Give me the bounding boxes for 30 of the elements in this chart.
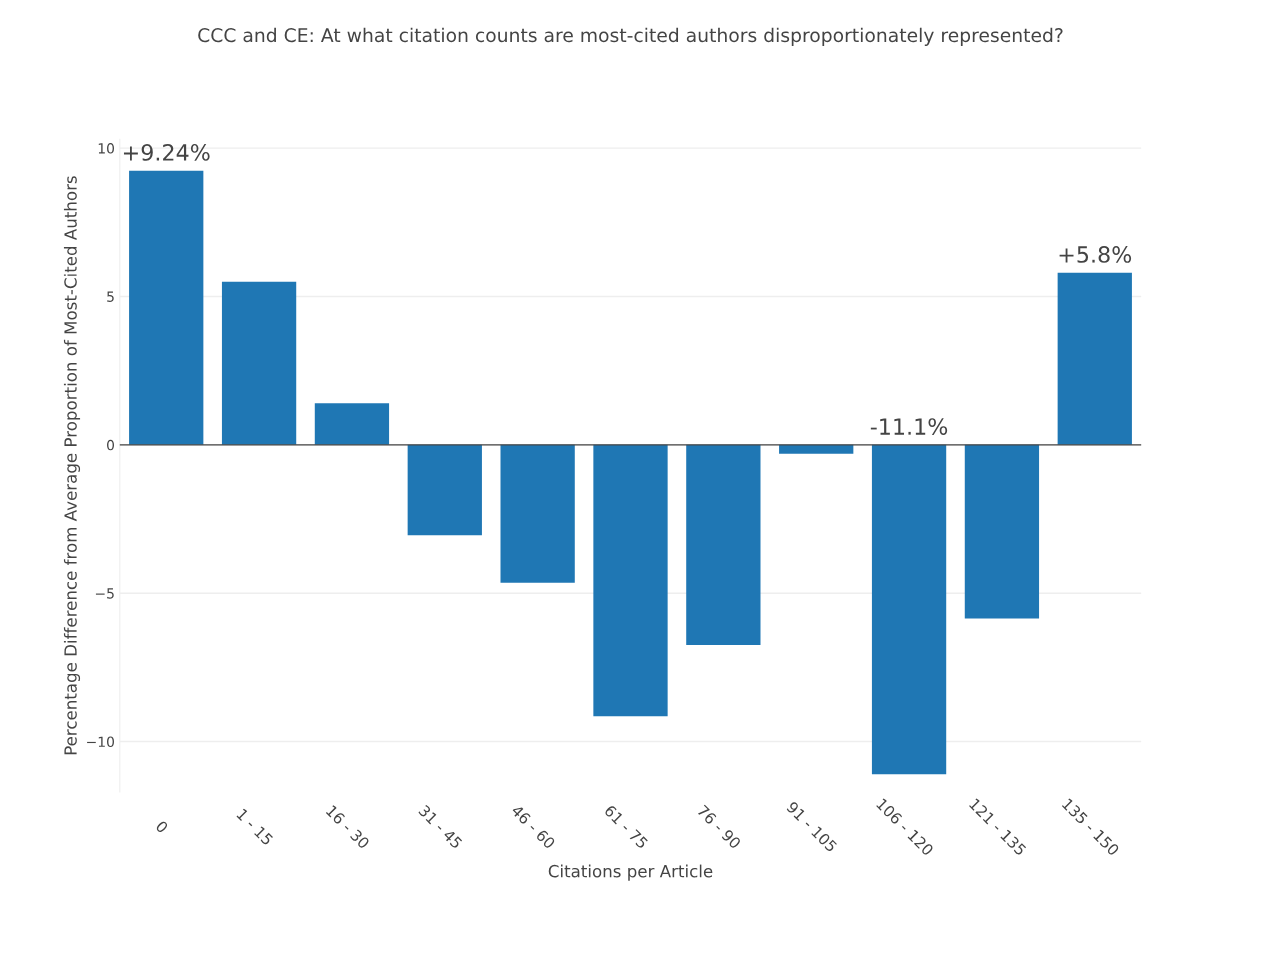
bar xyxy=(314,403,390,445)
x-tick-label: 135 - 150 xyxy=(1061,797,1120,857)
bar xyxy=(593,444,668,717)
bar xyxy=(1057,272,1132,445)
bar xyxy=(686,444,761,646)
x-tick-label: 76 - 90 xyxy=(696,804,742,850)
bar xyxy=(964,444,1040,619)
x-tick-label: 31 - 45 xyxy=(418,804,463,850)
x-tick-label: 61 - 75 xyxy=(603,804,649,850)
bar xyxy=(871,444,947,775)
chart-title: CCC and CE: At what citation counts are most-cited authors disproportionately represented? xyxy=(198,27,1063,46)
data-label: +5.8% xyxy=(1059,246,1132,263)
x-tick-label: 0 xyxy=(155,820,169,834)
bar xyxy=(407,444,482,536)
bar xyxy=(221,281,297,445)
y-tick-label: 10 xyxy=(98,143,115,154)
x-axis-title: Citations per Article xyxy=(548,864,713,881)
x-tick-label: 91 - 105 xyxy=(785,800,838,853)
x-tick-label: 46 - 60 xyxy=(510,804,556,850)
y-tick-label: −5 xyxy=(95,588,114,599)
x-tick-label: 16 - 30 xyxy=(325,804,371,850)
data-label: -11.1% xyxy=(870,418,948,435)
y-tick-label: 5 xyxy=(107,291,114,302)
bar xyxy=(129,170,204,445)
y-axis-title: Percentage Difference from Average Proportion of Most-Cited Authors xyxy=(63,176,81,755)
y-tick-label: −10 xyxy=(87,736,115,748)
y-tick-label: 0 xyxy=(107,439,115,451)
bar xyxy=(500,444,575,583)
x-tick-label: 1 - 15 xyxy=(236,808,274,846)
data-label: +9.24% xyxy=(123,143,210,161)
